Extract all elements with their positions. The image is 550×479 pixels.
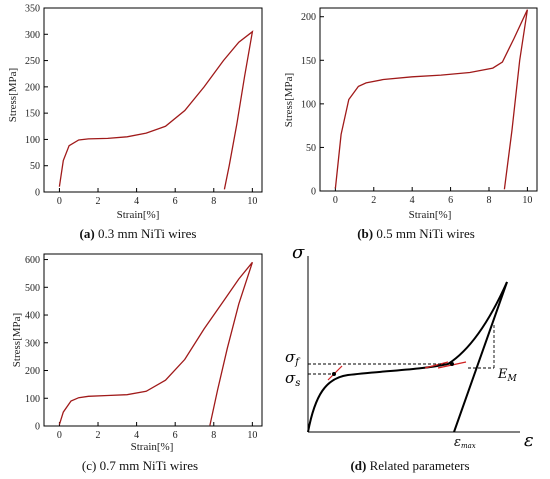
y-tick-label: 250 — [25, 56, 40, 67]
sigma-axis-symbol: σ — [292, 242, 305, 263]
x-axis-label-a: Strain[%] — [117, 209, 160, 221]
y-tick-label: 0 — [311, 187, 316, 198]
tangent-plateau — [424, 361, 449, 369]
x-tick-label: 4 — [134, 430, 139, 441]
plot-frame — [43, 253, 263, 427]
stress-strain-line — [58, 30, 254, 190]
y-tick-label: 350 — [25, 4, 40, 15]
modulus-label: EM — [497, 367, 518, 384]
plot-frame — [319, 7, 538, 192]
x-tick-label: 2 — [371, 195, 376, 206]
loading-curve — [307, 281, 508, 433]
y-tick-label: 200 — [301, 12, 316, 23]
y-axis-label-b: Stress[MPa] — [283, 73, 295, 127]
chart-b: (b) 0.5 mm NiTi wires Strain[%] Stress[M… — [283, 73, 475, 241]
x-tick-label: 10 — [247, 196, 257, 207]
x-axis-label-c: Strain[%] — [131, 441, 174, 453]
y-tick-label: 100 — [25, 135, 40, 146]
y-tick-label: 300 — [25, 30, 40, 41]
plot-frame — [43, 7, 263, 193]
y-axis-label-c: Stress[MPa] — [11, 313, 23, 367]
y-tick-label: 100 — [25, 394, 40, 405]
y-axis-label-a: Stress[MPa] — [7, 68, 19, 122]
y-tick-label: 150 — [25, 109, 40, 120]
x-tick-label: 4 — [134, 196, 139, 207]
x-tick-label: 0 — [333, 195, 338, 206]
x-tick-label: 4 — [410, 195, 415, 206]
y-tick-label: 50 — [30, 161, 40, 172]
y-tick-label: 100 — [301, 99, 316, 110]
unloading-line — [453, 281, 508, 433]
y-tick-label: 400 — [25, 311, 40, 322]
stress-strain-line — [334, 9, 529, 190]
x-tick-label: 10 — [247, 430, 257, 441]
epsilon-axis-symbol: ε — [524, 430, 534, 451]
x-tick-label: 6 — [448, 195, 453, 206]
x-tick-label: 8 — [211, 430, 216, 441]
stress-strain-line — [58, 261, 254, 426]
y-tick-label: 50 — [306, 143, 316, 154]
caption-a: (a) 0.3 mm NiTi wires — [80, 226, 197, 241]
chart-d: (d) Related parameters σ ε σf σs EM εmax — [285, 242, 534, 473]
y-tick-label: 600 — [25, 255, 40, 266]
x-tick-label: 0 — [57, 196, 62, 207]
y-tick-label: 300 — [25, 338, 40, 349]
x-tick-label: 6 — [173, 430, 178, 441]
sigma-f-label: σf — [285, 348, 301, 368]
y-tick-label: 150 — [301, 56, 316, 67]
x-axis-label-b: Strain[%] — [409, 209, 452, 221]
y-tick-label: 0 — [35, 188, 40, 199]
x-tick-label: 8 — [486, 195, 491, 206]
y-tick-label: 500 — [25, 283, 40, 294]
chart-c: (c) 0.7 mm NiTi wires Strain[%] Stress[M… — [11, 313, 198, 473]
y-tick-label: 0 — [35, 422, 40, 433]
marker-sigma-f — [450, 362, 454, 366]
x-tick-label: 2 — [96, 430, 101, 441]
caption-c: (c) 0.7 mm NiTi wires — [82, 458, 198, 473]
caption-b: (b) 0.5 mm NiTi wires — [357, 226, 475, 241]
y-tick-label: 200 — [25, 82, 40, 93]
x-tick-label: 2 — [96, 196, 101, 207]
chart-a: (a) 0.3 mm NiTi wires Strain[%] Stress[M… — [7, 68, 196, 241]
x-tick-label: 6 — [173, 196, 178, 207]
sigma-s-label: σs — [285, 369, 300, 389]
y-tick-label: 200 — [25, 366, 40, 377]
eps-max-label: εmax — [454, 435, 476, 450]
caption-d: (d) Related parameters — [350, 458, 469, 473]
x-tick-label: 0 — [57, 430, 62, 441]
x-tick-label: 8 — [211, 196, 216, 207]
x-tick-label: 10 — [522, 195, 532, 206]
